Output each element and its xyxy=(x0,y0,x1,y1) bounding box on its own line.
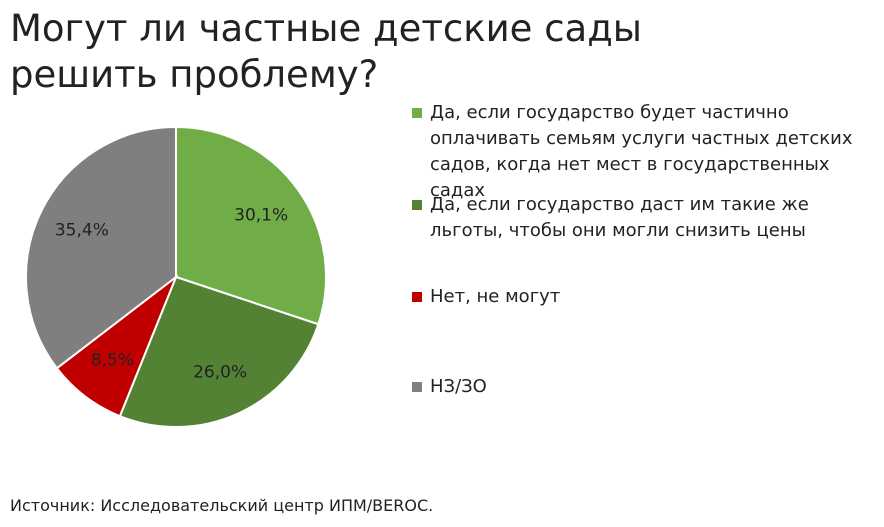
legend-label: Да, если государство будет частично опла… xyxy=(430,102,853,201)
legend-label: НЗ/ЗО xyxy=(430,376,487,397)
pie-slice xyxy=(175,125,327,326)
slice-label: 8,5% xyxy=(91,351,134,371)
legend-swatch xyxy=(412,200,422,210)
pie-chart: 30,1% 26,0% 8,5% 35,4% xyxy=(25,125,327,428)
legend-item: Да, если государство будет частично опла… xyxy=(412,100,878,204)
legend-swatch xyxy=(412,108,422,118)
legend-swatch xyxy=(412,292,422,302)
legend-label: Да, если государство даст им такие же ль… xyxy=(430,194,809,241)
legend-item: Нет, не могут xyxy=(412,284,878,310)
source-note: Источник: Исследовательский центр ИПМ/BE… xyxy=(10,496,434,515)
pie-slice xyxy=(25,125,177,370)
legend-label: Нет, не могут xyxy=(430,286,561,307)
slice-label: 26,0% xyxy=(193,362,247,382)
legend-item: Да, если государство даст им такие же ль… xyxy=(412,192,878,244)
legend-item: НЗ/ЗО xyxy=(412,374,878,400)
legend-swatch xyxy=(412,382,422,392)
pie-slice xyxy=(118,275,320,428)
slice-label: 30,1% xyxy=(234,206,288,226)
slice-label: 35,4% xyxy=(55,221,109,241)
chart-title: Могут ли частные детские сады решить про… xyxy=(10,7,642,96)
